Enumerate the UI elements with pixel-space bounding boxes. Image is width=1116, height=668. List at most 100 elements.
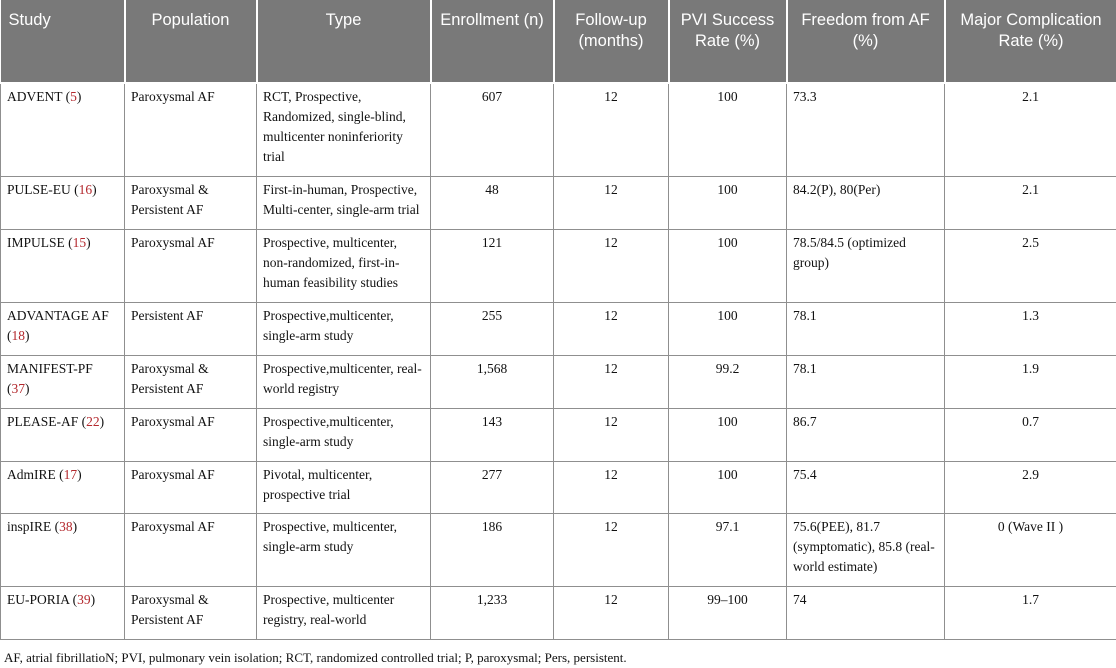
cell-freedom-af: 78.1 (787, 302, 945, 355)
table-row: MANIFEST-PF (37) Paroxysmal & Persistent… (1, 355, 1116, 408)
citation-paren-close: ) (77, 467, 82, 482)
cell-complication: 2.1 (945, 83, 1116, 176)
citation-paren-close: ) (25, 381, 30, 396)
cell-enrollment: 1,568 (431, 355, 554, 408)
cell-freedom-af: 73.3 (787, 83, 945, 176)
cell-type: Prospective,multicenter, real-world regi… (257, 355, 431, 408)
cell-type: Pivotal, multicenter, prospective trial (257, 461, 431, 514)
cell-type: Prospective, multicenter, non-randomized… (257, 229, 431, 302)
cell-pvi-success: 99.2 (669, 355, 787, 408)
citation-paren-open: ( (69, 592, 77, 607)
cell-type: First-in-human, Prospective, Multi-cente… (257, 176, 431, 229)
cell-followup: 12 (554, 229, 669, 302)
cell-population: Paroxysmal AF (125, 229, 257, 302)
table-body: ADVENT (5) Paroxysmal AF RCT, Prospectiv… (1, 83, 1116, 640)
column-header-enrollment: Enrollment (n) (431, 0, 554, 83)
cell-pvi-success: 100 (669, 461, 787, 514)
citation-ref[interactable]: 22 (86, 414, 100, 429)
citation-paren-close: ) (100, 414, 105, 429)
study-name: ADVANTAGE AF (7, 308, 109, 323)
cell-complication: 0 (Wave II ) (945, 514, 1116, 587)
citation-ref[interactable]: 37 (12, 381, 26, 396)
study-name: AdmIRE (7, 467, 56, 482)
study-name: PULSE-EU (7, 182, 71, 197)
cell-followup: 12 (554, 176, 669, 229)
table-row: PLEASE-AF (22) Paroxysmal AF Prospective… (1, 408, 1116, 461)
citation-paren-close: ) (91, 592, 96, 607)
cell-enrollment: 277 (431, 461, 554, 514)
citation-paren-open: ( (56, 467, 64, 482)
citation-ref[interactable]: 18 (12, 328, 26, 343)
cell-freedom-af: 75.4 (787, 461, 945, 514)
cell-freedom-af: 74 (787, 587, 945, 640)
cell-pvi-success: 99–100 (669, 587, 787, 640)
cell-pvi-success: 100 (669, 229, 787, 302)
citation-ref[interactable]: 15 (73, 235, 87, 250)
column-header-population: Population (125, 0, 257, 83)
column-header-type: Type (257, 0, 431, 83)
cell-enrollment: 255 (431, 302, 554, 355)
cell-study: EU-PORIA (39) (1, 587, 125, 640)
citation-ref[interactable]: 5 (70, 89, 77, 104)
citation-paren-open: ( (51, 519, 59, 534)
table-row: AdmIRE (17) Paroxysmal AF Pivotal, multi… (1, 461, 1116, 514)
column-header-followup: Follow-up (months) (554, 0, 669, 83)
cell-enrollment: 121 (431, 229, 554, 302)
table-row: inspIRE (38) Paroxysmal AF Prospective, … (1, 514, 1116, 587)
cell-enrollment: 48 (431, 176, 554, 229)
study-name: PLEASE-AF (7, 414, 78, 429)
cell-study: inspIRE (38) (1, 514, 125, 587)
cell-followup: 12 (554, 408, 669, 461)
cell-pvi-success: 100 (669, 302, 787, 355)
citation-paren-close: ) (77, 89, 82, 104)
cell-population: Paroxysmal AF (125, 461, 257, 514)
cell-enrollment: 143 (431, 408, 554, 461)
cell-enrollment: 607 (431, 83, 554, 176)
cell-complication: 1.9 (945, 355, 1116, 408)
cell-pvi-success: 100 (669, 408, 787, 461)
citation-ref[interactable]: 16 (79, 182, 93, 197)
cell-pvi-success: 97.1 (669, 514, 787, 587)
study-name: ADVENT (7, 89, 62, 104)
cell-population: Paroxysmal AF (125, 83, 257, 176)
cell-enrollment: 1,233 (431, 587, 554, 640)
cell-complication: 1.3 (945, 302, 1116, 355)
citation-paren-close: ) (92, 182, 97, 197)
citation-paren-open: ( (62, 89, 70, 104)
citation-paren-close: ) (86, 235, 91, 250)
column-header-freedom: Freedom from AF (%) (787, 0, 945, 83)
cell-type: Prospective, multicenter registry, real-… (257, 587, 431, 640)
cell-type: Prospective,multicenter, single-arm stud… (257, 302, 431, 355)
table-row: PULSE-EU (16) Paroxysmal & Persistent AF… (1, 176, 1116, 229)
citation-ref[interactable]: 17 (64, 467, 78, 482)
cell-followup: 12 (554, 83, 669, 176)
cell-type: Prospective,multicenter, single-arm stud… (257, 408, 431, 461)
citation-paren-open: ( (65, 235, 73, 250)
study-name: EU-PORIA (7, 592, 69, 607)
cell-freedom-af: 75.6(PEE), 81.7 (symptomatic), 85.8 (rea… (787, 514, 945, 587)
cell-population: Paroxysmal AF (125, 408, 257, 461)
cell-freedom-af: 78.5/84.5 (optimized group) (787, 229, 945, 302)
table-row: EU-PORIA (39) Paroxysmal & Persistent AF… (1, 587, 1116, 640)
cell-type: RCT, Prospective, Randomized, single-bli… (257, 83, 431, 176)
citation-paren-open: ( (78, 414, 86, 429)
cell-study: PULSE-EU (16) (1, 176, 125, 229)
cell-study: AdmIRE (17) (1, 461, 125, 514)
cell-complication: 1.7 (945, 587, 1116, 640)
citation-paren-open: ( (71, 182, 79, 197)
cell-study: ADVENT (5) (1, 83, 125, 176)
column-header-pvi: PVI Success Rate (%) (669, 0, 787, 83)
cell-study: IMPULSE (15) (1, 229, 125, 302)
table-row: ADVENT (5) Paroxysmal AF RCT, Prospectiv… (1, 83, 1116, 176)
cell-freedom-af: 86.7 (787, 408, 945, 461)
column-header-study: Study (1, 0, 125, 83)
citation-ref[interactable]: 38 (59, 519, 73, 534)
study-name: IMPULSE (7, 235, 65, 250)
study-name: inspIRE (7, 519, 51, 534)
cell-followup: 12 (554, 514, 669, 587)
citation-ref[interactable]: 39 (77, 592, 91, 607)
cell-followup: 12 (554, 355, 669, 408)
